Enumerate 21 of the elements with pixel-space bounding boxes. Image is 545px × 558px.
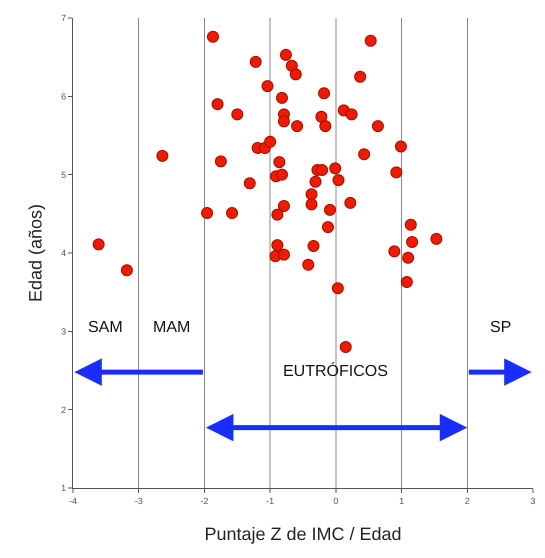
y-tick-label: 6	[61, 91, 66, 102]
y-tick-label: 2	[61, 404, 66, 415]
x-tick-label: 3	[530, 496, 536, 506]
x-tick-label: -2	[200, 496, 208, 506]
y-tick-label: 7	[61, 13, 66, 24]
x-tick-label: 1	[399, 496, 404, 506]
x-tick-label: -3	[134, 496, 143, 506]
annotation: SAM	[88, 319, 123, 336]
annotation: SP	[490, 319, 512, 336]
annotation: EUTRÓFICOS	[283, 362, 388, 380]
y-tick-label: 5	[61, 170, 66, 180]
annotation: MAM	[153, 319, 190, 336]
y-tick-label: 1	[61, 483, 66, 494]
y-axis-title: Edad (años)	[25, 204, 46, 302]
y-tick-label: 3	[61, 326, 66, 336]
x-tick-label: -4	[68, 496, 78, 506]
x-axis-title: Puntaje Z de IMC / Edad	[204, 524, 402, 544]
y-tick-label: 4	[61, 248, 66, 258]
x-tick-label: 0	[333, 496, 338, 506]
x-tick-label: 2	[464, 496, 470, 506]
x-tick-label: -1	[266, 496, 274, 506]
